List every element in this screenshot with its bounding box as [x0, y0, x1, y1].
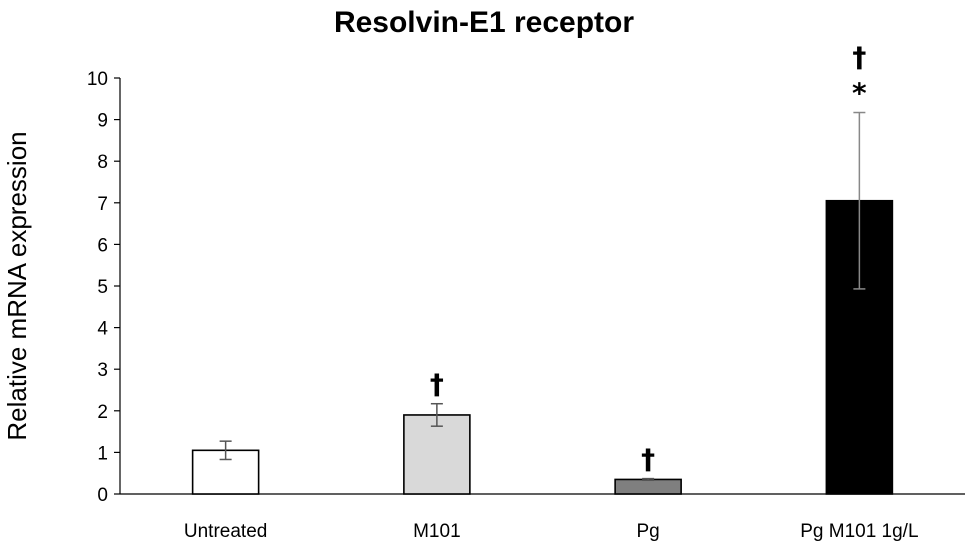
significance-marker: † [641, 443, 655, 476]
bar-2 [403, 414, 471, 495]
y-tick-label: 4 [97, 319, 108, 340]
y-axis-label: Relative mRNA expression [2, 131, 32, 440]
error-bars [219, 111, 866, 482]
category-label: M101 [413, 521, 461, 542]
y-tick-label: 2 [97, 402, 108, 423]
category-label: Pg [637, 521, 660, 542]
significance-marker: † [430, 368, 444, 401]
y-tick-label: 3 [97, 360, 108, 381]
y-tick-label: 9 [97, 111, 108, 132]
y-axis: 0 1 2 3 4 5 6 7 8 9 10 [87, 69, 121, 506]
category-label: Untreated [184, 521, 267, 542]
y-tick-label: 10 [87, 69, 108, 90]
significance-marker: † [852, 41, 866, 74]
category-label: Pg M101 1g/L [800, 521, 918, 542]
y-tick-label: 6 [97, 235, 108, 256]
y-tick-label: 8 [97, 152, 108, 173]
y-tick-label: 1 [97, 443, 108, 464]
bar-1 [191, 449, 260, 495]
significance-marker: * [852, 77, 867, 110]
y-tick-label: 0 [97, 485, 108, 506]
category-labels: Untreated M101 Pg Pg M101 1g/L [184, 521, 919, 542]
significance-annotations: ††*† [430, 41, 867, 476]
y-tick-label: 5 [97, 277, 108, 298]
bar-3 [614, 478, 682, 495]
y-tick-label: 7 [97, 194, 108, 215]
chart-title: Resolvin-E1 receptor [334, 6, 634, 39]
bars [191, 199, 894, 495]
